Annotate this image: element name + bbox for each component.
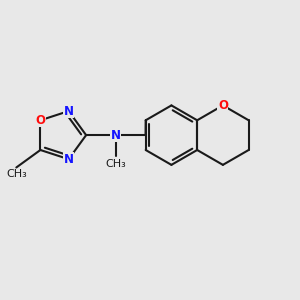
Text: CH₃: CH₃ xyxy=(106,159,126,169)
Text: N: N xyxy=(64,153,74,166)
Text: CH₃: CH₃ xyxy=(6,169,27,179)
Text: O: O xyxy=(218,99,228,112)
Text: O: O xyxy=(35,114,45,127)
Text: N: N xyxy=(64,105,74,118)
Text: N: N xyxy=(111,129,121,142)
